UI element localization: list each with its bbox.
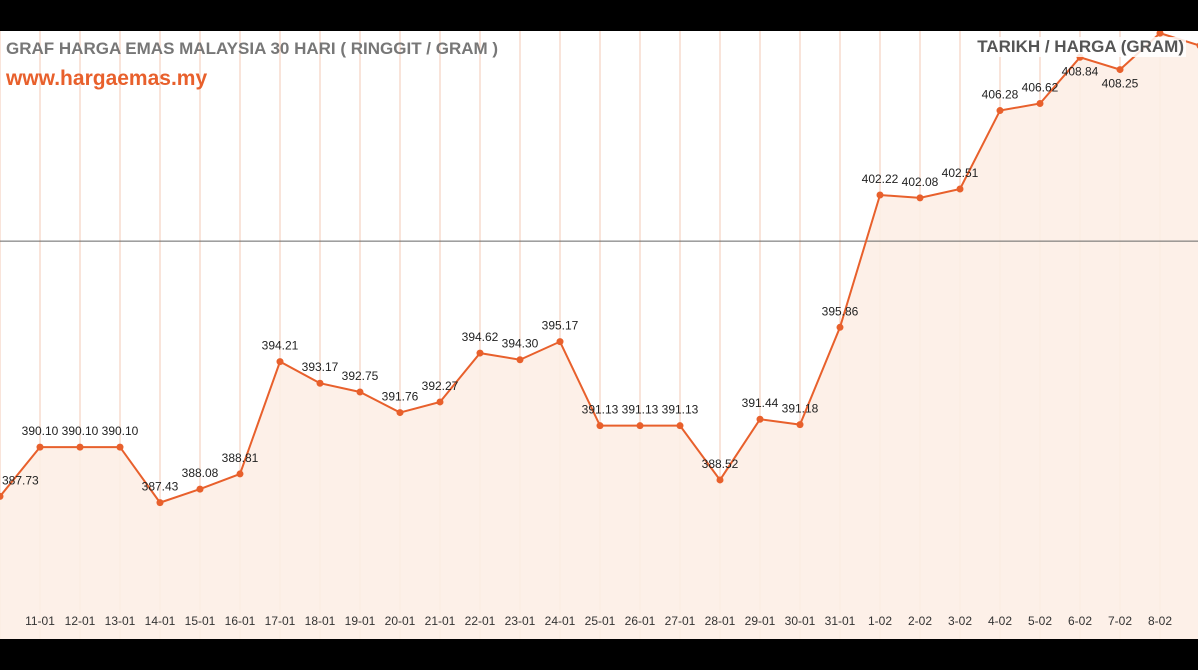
site-link[interactable]: www.hargaemas.my (6, 67, 208, 90)
x-tick-label: 21-01 (425, 614, 456, 628)
data-point (676, 422, 684, 430)
data-point (836, 323, 844, 331)
x-tick-label: 14-01 (145, 614, 176, 628)
data-label: 402.08 (902, 175, 939, 189)
data-point (316, 379, 324, 387)
data-label: 408.84 (1062, 64, 1099, 78)
data-label: 387.73 (2, 473, 39, 487)
data-label: 395.86 (822, 304, 859, 318)
data-point (0, 492, 4, 500)
data-point (996, 107, 1004, 115)
data-label: 391.13 (662, 403, 699, 417)
x-tick-label: 24-01 (545, 614, 576, 628)
data-label: 395.17 (542, 319, 579, 333)
data-point (916, 194, 924, 202)
data-point (716, 476, 724, 484)
data-label: 402.22 (862, 172, 899, 186)
data-label: 402.51 (942, 166, 979, 180)
data-point (636, 422, 644, 430)
data-point (796, 421, 804, 429)
data-point (116, 443, 124, 451)
x-tick-label: 27-01 (665, 614, 696, 628)
x-tick-label: 4-02 (988, 614, 1012, 628)
data-label: 391.13 (622, 403, 659, 417)
data-point (956, 185, 964, 193)
chart-title: GRAF HARGA EMAS MALAYSIA 30 HARI ( RINGG… (6, 39, 499, 58)
data-point (756, 415, 764, 423)
data-point (556, 338, 564, 346)
area-fill (0, 33, 1198, 639)
x-tick-label: 5-02 (1028, 614, 1052, 628)
x-tick-label: 25-01 (585, 614, 616, 628)
x-tick-label: 13-01 (105, 614, 136, 628)
data-point (1156, 31, 1164, 37)
data-label: 390.10 (102, 424, 139, 438)
x-tick-label: 26-01 (625, 614, 656, 628)
x-tick-label: 22-01 (465, 614, 496, 628)
x-tick-label: 2-02 (908, 614, 932, 628)
x-tick-label: 31-01 (825, 614, 856, 628)
data-point (1036, 99, 1044, 107)
x-tick-label: 20-01 (385, 614, 416, 628)
legend-label: TARIKH / HARGA (GRAM) (975, 37, 1186, 57)
x-tick-label: 19-01 (345, 614, 376, 628)
data-point (1116, 66, 1124, 74)
x-tick-label: 18-01 (305, 614, 336, 628)
x-tick-label: 23-01 (505, 614, 536, 628)
x-tick-label: 28-01 (705, 614, 736, 628)
data-label: 392.75 (342, 369, 379, 383)
data-label: 388.81 (222, 451, 259, 465)
data-label: 391.44 (742, 396, 779, 410)
data-point (476, 349, 484, 357)
data-label: 391.76 (382, 390, 419, 404)
x-tick-label: 6-02 (1068, 614, 1092, 628)
x-tick-label: 29-01 (745, 614, 776, 628)
data-label: 390.10 (62, 424, 99, 438)
data-point (516, 356, 524, 364)
data-label: 387.43 (142, 480, 179, 494)
data-point (36, 443, 44, 451)
data-point (196, 485, 204, 493)
data-label: 394.21 (262, 339, 299, 353)
x-tick-label: 30-01 (785, 614, 816, 628)
data-point (76, 443, 84, 451)
chart-area: 387.73 390.10 11-01 390.10 12-01 390.10 13-01 3… (0, 31, 1198, 639)
x-tick-label: 8-02 (1148, 614, 1172, 628)
data-label: 406.62 (1022, 80, 1059, 94)
data-point (236, 470, 244, 478)
data-label: 406.28 (982, 88, 1019, 102)
x-tick-label: 17-01 (265, 614, 296, 628)
x-tick-label: 7-02 (1108, 614, 1132, 628)
data-label: 388.52 (702, 457, 739, 471)
data-point (396, 409, 404, 417)
data-label: 391.13 (582, 403, 619, 417)
data-point (276, 358, 284, 366)
data-label: 392.27 (422, 379, 459, 393)
data-point (876, 191, 884, 199)
data-point (156, 499, 164, 507)
x-tick-label: 12-01 (65, 614, 96, 628)
data-label: 408.25 (1102, 77, 1139, 91)
data-label: 394.62 (462, 330, 499, 344)
data-label: 391.18 (782, 402, 819, 416)
data-label: 388.08 (182, 466, 219, 480)
data-label: 390.10 (22, 424, 59, 438)
data-point (596, 422, 604, 430)
data-label: 393.17 (302, 360, 339, 374)
price-chart: 387.73 390.10 11-01 390.10 12-01 390.10 13-01 3… (0, 31, 1198, 639)
data-point (436, 398, 444, 406)
x-tick-label: 16-01 (225, 614, 256, 628)
x-tick-label: 11-01 (25, 614, 55, 628)
x-tick-label: 3-02 (948, 614, 972, 628)
x-tick-label: 1-02 (868, 614, 892, 628)
data-point (356, 388, 364, 396)
data-label: 394.30 (502, 337, 539, 351)
x-tick-label: 15-01 (185, 614, 216, 628)
